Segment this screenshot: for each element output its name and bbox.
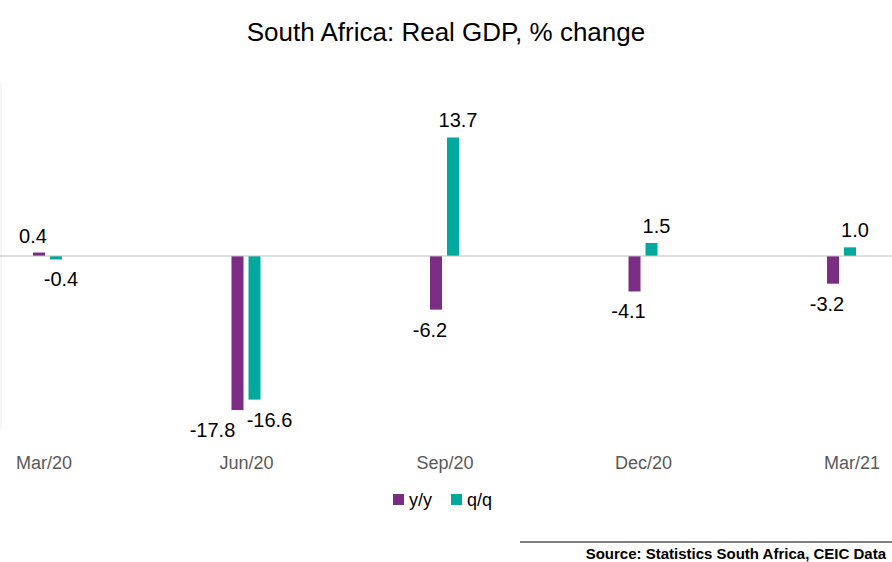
bar [50,256,62,259]
bar [249,256,261,400]
source-note: Source: Statistics South Africa, CEIC Da… [586,545,887,562]
bar [646,243,658,256]
data-label: -17.8 [190,419,236,441]
bar [430,256,442,310]
legend: y/y q/q [393,490,492,510]
bar [827,256,839,284]
data-label: 0.4 [19,225,47,247]
data-label: -4.1 [611,300,645,322]
data-label: -16.6 [247,409,293,431]
data-label: 1.5 [643,215,671,237]
bar [33,253,45,256]
category-label: Sep/20 [416,453,473,473]
category-label: Mar/21 [824,453,880,473]
data-label: -6.2 [413,319,447,341]
category-label: Mar/20 [16,453,72,473]
chart-svg: South Africa: Real GDP, % change 0.4 -0.4 -… [0,0,892,562]
bars [33,137,856,409]
data-label: 1.0 [841,219,869,241]
legend-label: y/y [409,490,432,510]
data-label: 13.7 [439,109,478,131]
bar [629,256,641,291]
chart-container: South Africa: Real GDP, % change 0.4 -0.4 -… [0,0,892,562]
data-label: -3.2 [810,293,844,315]
bar [232,256,244,410]
category-label: Jun/20 [219,453,273,473]
data-label: -0.4 [44,268,78,290]
chart-title: South Africa: Real GDP, % change [247,17,645,47]
source-rule [520,542,892,543]
category-label: Dec/20 [615,453,672,473]
legend-swatch [393,494,404,505]
bar [844,247,856,256]
baseline [0,256,892,257]
legend-swatch [451,494,462,505]
legend-label: q/q [467,490,492,510]
bar [447,137,459,256]
